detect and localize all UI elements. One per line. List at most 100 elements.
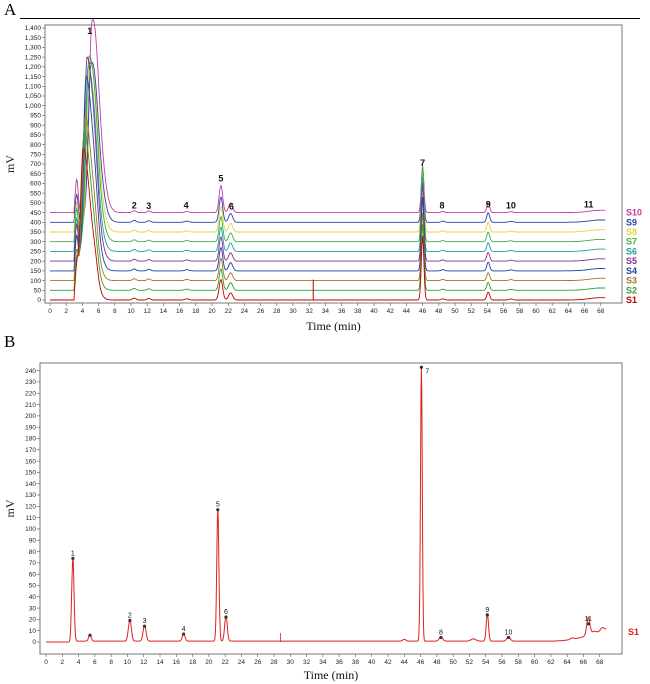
x-tick-label-b: 0 bbox=[44, 659, 48, 666]
y-tick-label-b: 0 bbox=[32, 639, 36, 646]
peak-label-b-9: 9 bbox=[485, 607, 489, 614]
y-tick-label-b: 140 bbox=[25, 481, 36, 488]
x-tick-label-a: 16 bbox=[176, 308, 184, 315]
x-tick-label-a: 58 bbox=[516, 308, 524, 315]
x-tick-label-b: 44 bbox=[401, 659, 409, 666]
peak-marker-b bbox=[142, 624, 147, 628]
x-tick-label-b: 36 bbox=[336, 659, 344, 666]
x-tick-label-b: 60 bbox=[531, 659, 539, 666]
x-tick-label-a: 14 bbox=[160, 308, 168, 315]
peak-label-b-2: 2 bbox=[128, 613, 132, 620]
series-line-s10 bbox=[50, 18, 606, 214]
peak-label-a-5: 5 bbox=[218, 173, 223, 183]
y-tick-label-b: 70 bbox=[29, 560, 37, 567]
x-tick-label-b: 62 bbox=[547, 659, 555, 666]
y-tick-label-b: 180 bbox=[25, 436, 36, 443]
y-tick-label-b: 10 bbox=[29, 628, 37, 635]
x-tick-label-b: 22 bbox=[222, 659, 230, 666]
x-tick-label-a: 66 bbox=[581, 308, 589, 315]
y-tick-label-b: 90 bbox=[29, 537, 37, 544]
series-line-s1 bbox=[50, 148, 606, 301]
legend-label-s5: S5 bbox=[626, 256, 637, 266]
y-tick-label-a: 50 bbox=[34, 287, 42, 294]
panel-a-letter: A bbox=[4, 0, 17, 19]
x-tick-label-b: 56 bbox=[498, 659, 506, 666]
y-tick-label-a: 550 bbox=[30, 190, 41, 197]
y-tick-label-a: 1,300 bbox=[25, 45, 42, 52]
y-tick-label-b: 230 bbox=[25, 379, 36, 386]
y-tick-label-b: 170 bbox=[25, 447, 36, 454]
x-tick-label-a: 24 bbox=[241, 308, 249, 315]
x-tick-label-b: 66 bbox=[580, 659, 588, 666]
legend-label-s6: S6 bbox=[626, 246, 637, 256]
y-tick-label-a: 800 bbox=[30, 142, 41, 149]
x-tick-label-b: 4 bbox=[77, 659, 81, 666]
x-tick-label-a: 10 bbox=[127, 308, 135, 315]
x-tick-label-b: 52 bbox=[466, 659, 474, 666]
y-tick-label-a: 1,150 bbox=[25, 74, 42, 81]
x-tick-label-b: 30 bbox=[287, 659, 295, 666]
y-tick-label-a: 350 bbox=[30, 229, 41, 236]
y-tick-label-a: 250 bbox=[30, 249, 41, 256]
x-tick-label-b: 42 bbox=[384, 659, 392, 666]
peak-label-b-1: 1 bbox=[71, 550, 75, 557]
peak-marker-b bbox=[586, 622, 590, 626]
peak-label-b-6: 6 bbox=[224, 609, 228, 616]
x-tick-label-a: 54 bbox=[484, 308, 492, 315]
x-axis-title-b: Time (min) bbox=[304, 668, 359, 682]
peak-label-a-6: 6 bbox=[229, 202, 234, 212]
x-tick-label-b: 64 bbox=[564, 659, 572, 666]
x-tick-label-a: 34 bbox=[322, 308, 330, 315]
y-tick-label-b: 60 bbox=[29, 571, 37, 578]
legend-label-s1-b: S1 bbox=[628, 627, 639, 637]
y-tick-label-b: 210 bbox=[25, 402, 36, 409]
y-tick-label-a: 500 bbox=[30, 200, 41, 207]
x-tick-label-a: 56 bbox=[500, 308, 508, 315]
y-tick-label-a: 700 bbox=[30, 161, 41, 168]
x-tick-label-a: 6 bbox=[97, 308, 101, 315]
peak-label-b-8: 8 bbox=[439, 629, 443, 636]
legend-label-s7: S7 bbox=[626, 237, 637, 247]
x-tick-label-a: 2 bbox=[64, 308, 68, 315]
legend-label-s2: S2 bbox=[626, 285, 637, 295]
x-tick-label-a: 30 bbox=[289, 308, 297, 315]
x-tick-label-a: 18 bbox=[192, 308, 200, 315]
peak-label-b-10: 10 bbox=[505, 629, 513, 636]
y-tick-label-a: 100 bbox=[30, 278, 41, 285]
x-tick-label-a: 60 bbox=[532, 308, 540, 315]
x-tick-label-b: 8 bbox=[109, 659, 113, 666]
y-tick-label-a: 0 bbox=[37, 297, 41, 304]
x-tick-label-a: 68 bbox=[597, 308, 605, 315]
x-tick-label-a: 64 bbox=[565, 308, 573, 315]
series-line-s9 bbox=[50, 61, 606, 223]
peak-label-b-5: 5 bbox=[216, 502, 220, 509]
x-tick-label-b: 40 bbox=[368, 659, 376, 666]
legend-label-s8: S8 bbox=[626, 227, 637, 237]
x-tick-label-a: 50 bbox=[451, 308, 459, 315]
y-tick-label-a: 950 bbox=[30, 113, 41, 120]
y-tick-label-b: 190 bbox=[25, 424, 36, 431]
y-tick-label-b: 130 bbox=[25, 492, 36, 499]
y-tick-label-b: 100 bbox=[25, 526, 36, 533]
y-tick-label-b: 120 bbox=[25, 504, 36, 511]
y-tick-label-b: 80 bbox=[29, 549, 37, 556]
peak-label-a-11: 11 bbox=[584, 200, 594, 210]
series-line-s3 bbox=[50, 115, 606, 282]
y-tick-label-a: 600 bbox=[30, 181, 41, 188]
x-tick-label-a: 26 bbox=[257, 308, 265, 315]
x-tick-label-b: 54 bbox=[482, 659, 490, 666]
x-tick-label-a: 20 bbox=[208, 308, 216, 315]
x-tick-label-a: 48 bbox=[435, 308, 443, 315]
series-line-s2 bbox=[50, 130, 606, 291]
y-tick-label-a: 450 bbox=[30, 210, 41, 217]
chart-a: 0 2 4 6 8 10 12 14 16 18 20 22 24 26 28 30 32 34 36 38 40 42 4… bbox=[3, 18, 642, 333]
peak-marker-b bbox=[439, 635, 443, 640]
y-tick-label-b: 30 bbox=[29, 605, 37, 612]
x-tick-label-a: 8 bbox=[113, 308, 117, 315]
x-tick-label-a: 38 bbox=[354, 308, 362, 315]
y-tick-label-a: 900 bbox=[30, 122, 41, 129]
y-tick-label-a: 1,350 bbox=[25, 35, 42, 42]
peak-label-a-1: 1 bbox=[87, 26, 92, 36]
peak-label-b-11: 11 bbox=[585, 616, 592, 623]
peak-label-a-8: 8 bbox=[440, 201, 445, 211]
